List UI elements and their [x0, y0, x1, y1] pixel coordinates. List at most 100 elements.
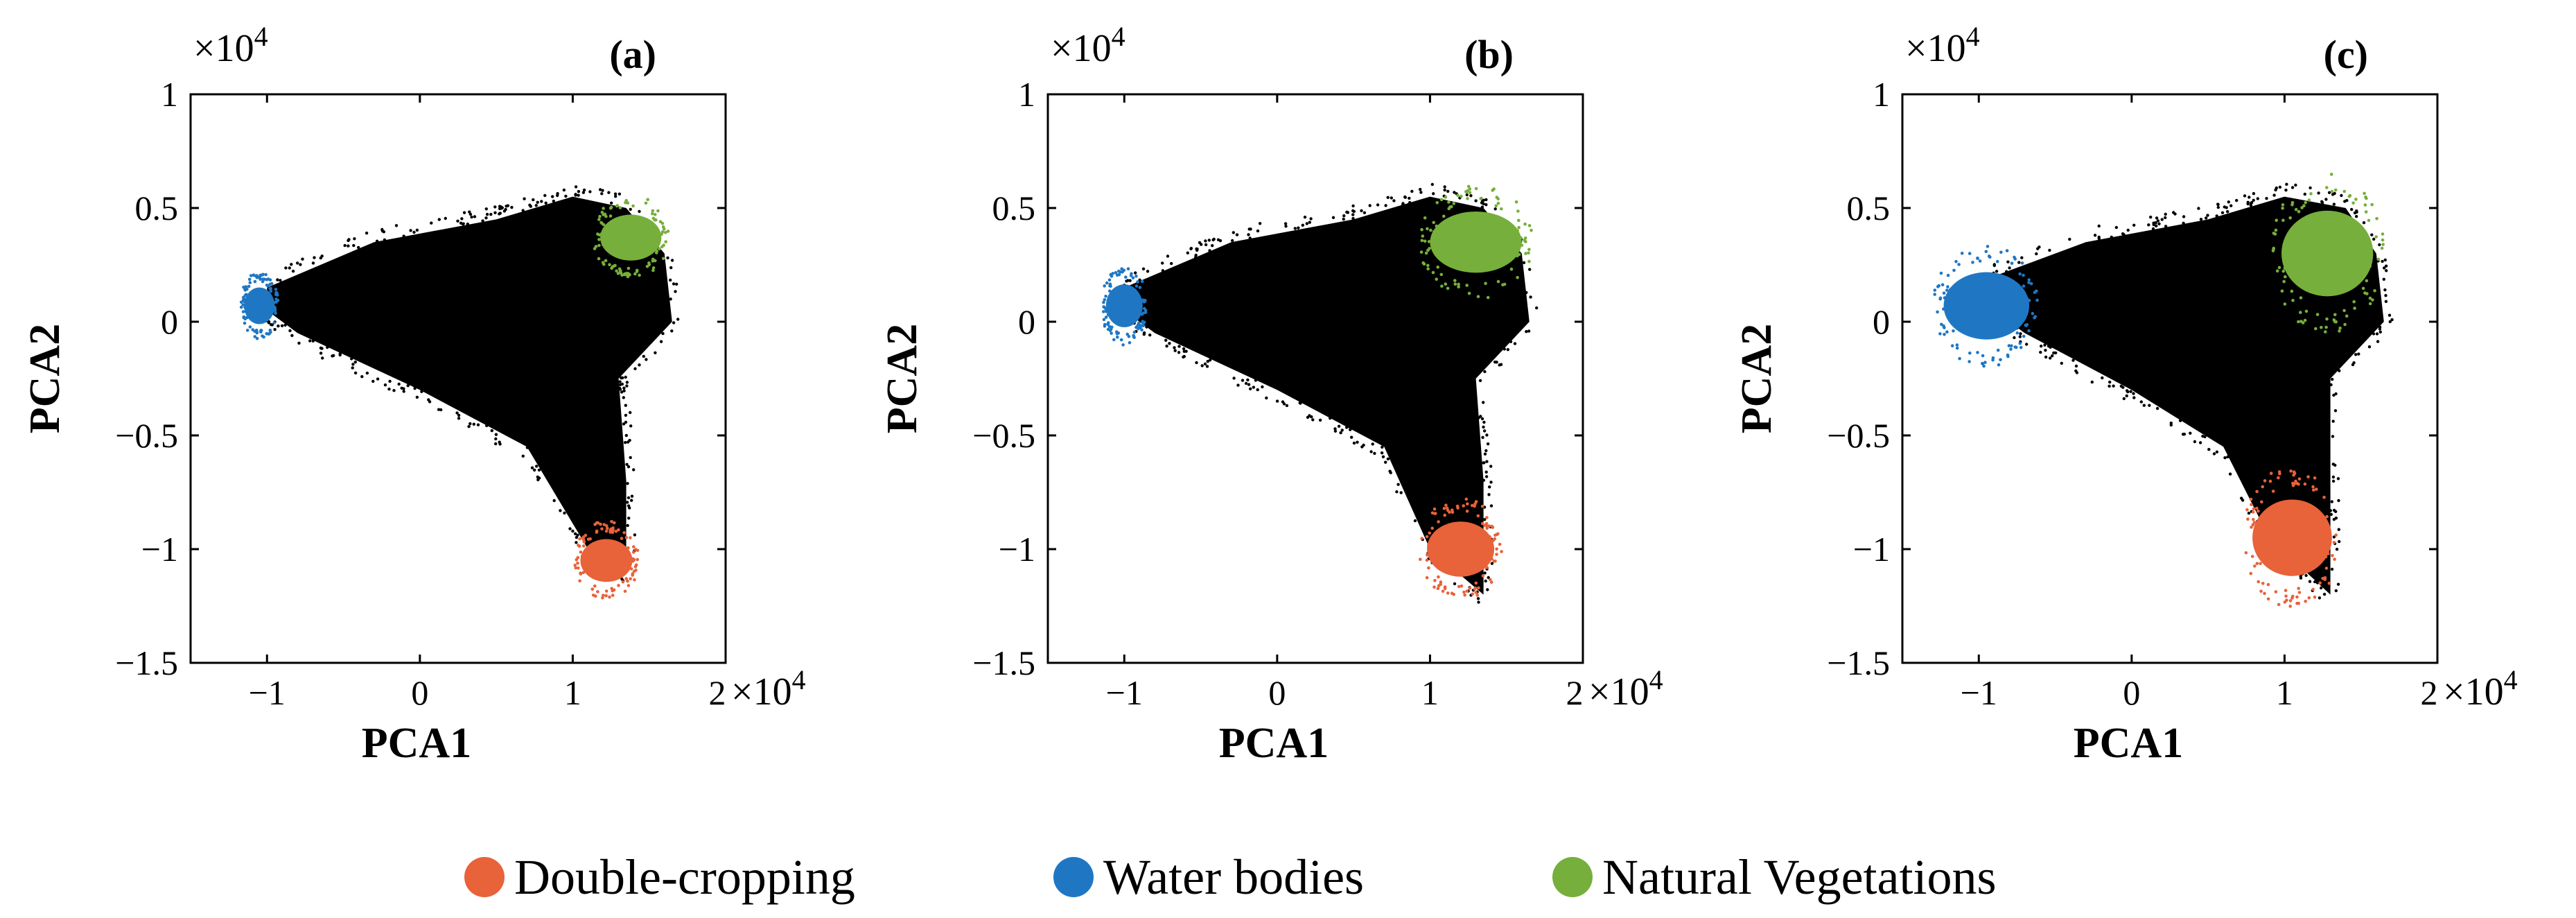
- data-point: [1946, 273, 1950, 277]
- data-point: [2333, 191, 2336, 196]
- data-point: [582, 188, 586, 192]
- data-point: [468, 422, 472, 426]
- data-point: [1435, 224, 1439, 228]
- data-point: [2215, 214, 2218, 218]
- data-point: [2330, 189, 2334, 193]
- data-point: [2249, 204, 2253, 207]
- panel-c-y-exponent: ×104: [1905, 21, 1980, 70]
- data-point: [2281, 269, 2286, 273]
- data-point: [394, 224, 398, 227]
- data-point: [2249, 571, 2253, 575]
- data-point: [2277, 603, 2281, 607]
- data-point: [2181, 433, 2185, 436]
- data-point: [1204, 243, 1208, 247]
- data-point: [600, 527, 604, 531]
- data-point: [2354, 198, 2358, 201]
- data-point: [1168, 342, 1171, 345]
- data-point: [2250, 555, 2254, 558]
- data-point: [2039, 350, 2042, 354]
- data-point: [259, 277, 262, 282]
- data-point: [2108, 380, 2112, 384]
- data-point: [613, 192, 617, 196]
- data-point: [2304, 573, 2308, 578]
- data-point: [1106, 327, 1110, 331]
- data-point: [1439, 272, 1444, 277]
- data-point: [1107, 321, 1110, 324]
- data-point: [1465, 509, 1469, 513]
- data-point: [622, 396, 625, 399]
- data-point: [270, 282, 274, 286]
- data-point: [1424, 251, 1428, 255]
- data-point: [1386, 457, 1390, 461]
- data-point: [2281, 255, 2286, 259]
- data-point: [1496, 279, 1500, 284]
- data-point: [2291, 594, 2295, 598]
- panel-2-series-all-pixels: [1994, 196, 2384, 595]
- data-point: [484, 216, 488, 220]
- data-point: [462, 222, 465, 225]
- data-point: [1460, 584, 1464, 588]
- data-point: [2303, 192, 2306, 196]
- data-point: [1212, 237, 1216, 241]
- data-point: [624, 404, 627, 407]
- data-point: [1349, 428, 1352, 431]
- data-point: [1410, 189, 1414, 193]
- panel-b-ticks: −1 0 1 −1.5 −1 −0.5 0 0.5 1 2: [972, 75, 1584, 712]
- data-point: [2335, 548, 2339, 551]
- data-point: [338, 353, 342, 357]
- data-point: [576, 533, 579, 537]
- data-point: [1457, 584, 1461, 589]
- data-point: [620, 390, 624, 394]
- data-point: [1141, 298, 1145, 302]
- data-point: [1500, 550, 1503, 553]
- data-point: [631, 551, 636, 554]
- data-point: [2382, 277, 2385, 281]
- data-point: [1138, 278, 1141, 282]
- data-point: [245, 293, 249, 297]
- data-point: [1434, 512, 1437, 515]
- data-point: [1933, 288, 1937, 292]
- data-point: [1515, 248, 1519, 252]
- data-point: [2338, 329, 2341, 333]
- data-point: [1481, 435, 1484, 440]
- data-point: [1456, 193, 1460, 197]
- data-point: [499, 205, 502, 209]
- data-point: [1293, 227, 1297, 230]
- data-point: [2060, 361, 2063, 365]
- data-point: [2229, 204, 2233, 207]
- data-point: [244, 285, 248, 288]
- data-point: [437, 218, 441, 221]
- panel-2-cluster-water-bodies: [1943, 272, 2030, 340]
- data-point: [1139, 300, 1143, 304]
- data-point: [1999, 358, 2002, 362]
- data-point: [1442, 507, 1446, 510]
- data-point: [1283, 222, 1288, 225]
- data-point: [1138, 286, 1142, 289]
- data-point: [624, 577, 628, 580]
- panel-0-cluster-double-cropping: [580, 539, 633, 582]
- data-point: [608, 263, 611, 267]
- data-point: [611, 528, 615, 532]
- data-point: [602, 262, 606, 266]
- panel-1-cluster-water-bodies: [1105, 284, 1143, 327]
- data-point: [1482, 401, 1485, 404]
- data-point: [581, 571, 586, 575]
- data-point: [261, 272, 265, 277]
- data-point: [606, 526, 609, 530]
- panel-1-series-all-pixels: [1124, 196, 1530, 595]
- data-point: [2252, 507, 2256, 511]
- data-point: [2297, 320, 2300, 324]
- data-point: [1337, 424, 1341, 428]
- data-point: [1232, 231, 1236, 234]
- data-point: [1203, 362, 1207, 366]
- data-point: [613, 263, 617, 268]
- data-point: [2365, 292, 2369, 295]
- panel-1-cluster-natural-vegetations: [1430, 211, 1522, 273]
- data-point: [2378, 327, 2382, 331]
- data-point: [2027, 278, 2031, 282]
- data-point: [365, 232, 369, 235]
- data-point: [2304, 200, 2307, 205]
- data-point: [1494, 204, 1498, 208]
- data-point: [1200, 243, 1203, 246]
- data-point: [1943, 333, 1946, 336]
